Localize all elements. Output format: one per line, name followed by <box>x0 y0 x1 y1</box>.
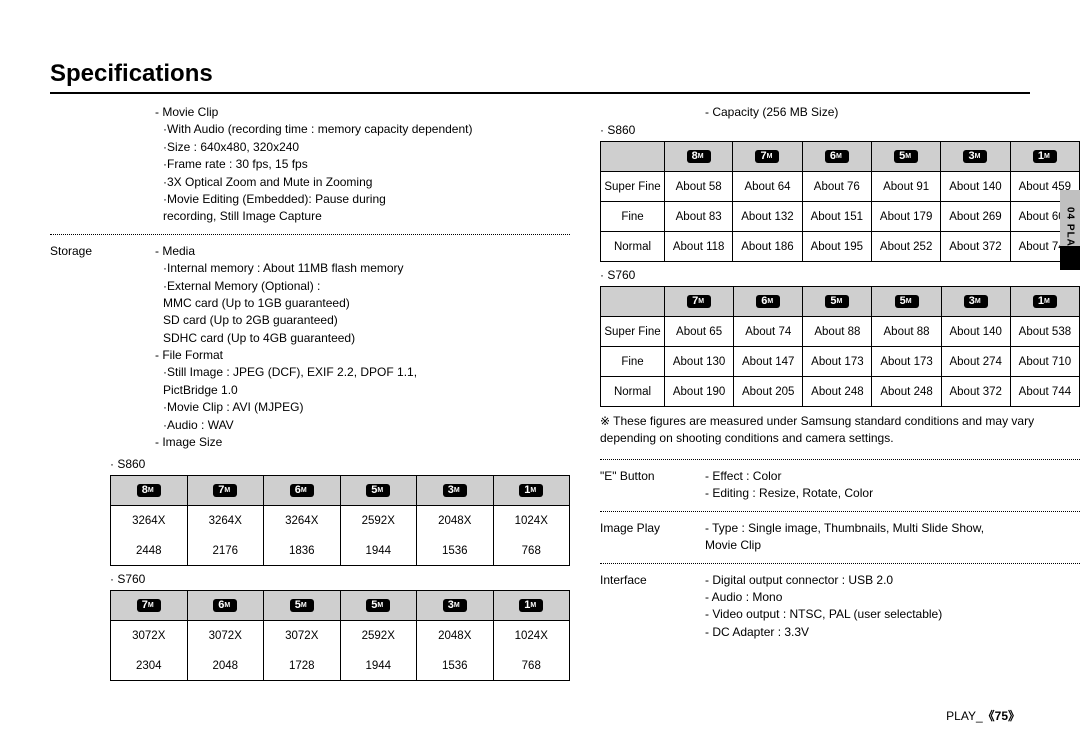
movie-line: ·Frame rate : 30 fps, 15 fps <box>155 156 570 173</box>
file-heading: - File Format <box>155 347 570 364</box>
mp-icon: 7M <box>687 295 711 308</box>
e-button-line: - Effect : Color <box>705 468 1080 485</box>
separator <box>600 459 1080 460</box>
movie-line: ·With Audio (recording time : memory cap… <box>155 121 570 138</box>
media-line: ·Internal memory : About 11MB flash memo… <box>155 260 570 277</box>
model-label: · S760 <box>600 268 1080 282</box>
capacity-table-s760: 7M 6M 5M 5M 3M 1M Super FineAbout 65Abou… <box>600 286 1080 407</box>
image-play-line: - Type : Single image, Thumbnails, Multi… <box>705 520 1080 537</box>
table-row: 2304 2048 1728 1944 1536 768 <box>111 651 570 681</box>
left-column: - Movie Clip ·With Audio (recording time… <box>50 104 570 681</box>
media-line: SDHC card (Up to 4GB guaranteed) <box>155 330 570 347</box>
right-column: - Capacity (256 MB Size) · S860 8M 7M 6M… <box>600 104 1080 681</box>
mp-icon: 1M <box>519 599 543 612</box>
mp-icon: 5M <box>825 295 849 308</box>
interface-line: - Audio : Mono <box>705 589 1080 606</box>
mp-icon: 5M <box>366 484 390 497</box>
side-tab-label: 04 PLAY <box>1065 207 1076 254</box>
image-play-label: Image Play <box>600 520 705 555</box>
mp-icon: 6M <box>756 295 780 308</box>
footer-page: 《75》 <box>983 709 1020 723</box>
table-row: 2448 2176 1836 1944 1536 768 <box>111 536 570 566</box>
separator <box>50 234 570 235</box>
table-row: FineAbout 83About 132About 151About 179A… <box>601 202 1080 232</box>
table-row: 3072X 3072X 3072X 2592X 2048X 1024X <box>111 621 570 651</box>
image-play-line: Movie Clip <box>705 537 1080 554</box>
movie-line: ·3X Optical Zoom and Mute in Zooming <box>155 174 570 191</box>
mp-icon: 5M <box>895 295 919 308</box>
movie-line: ·Movie Editing (Embedded): Pause during <box>155 191 570 208</box>
mp-icon: 6M <box>213 599 237 612</box>
model-label: · S860 <box>600 123 1080 137</box>
storage-label: Storage <box>50 243 155 452</box>
table-header-row: 7M 6M 5M 5M 3M 1M <box>601 287 1080 317</box>
table-header-row: 7M 6M 5M 5M 3M 1M <box>111 591 570 621</box>
file-line: ·Still Image : JPEG (DCF), EXIF 2.2, DPO… <box>155 364 570 381</box>
mp-icon: 8M <box>137 484 161 497</box>
interface-line: - DC Adapter : 3.3V <box>705 624 1080 641</box>
separator <box>600 563 1080 564</box>
mp-icon: 1M <box>1033 295 1057 308</box>
mp-icon: 3M <box>964 295 988 308</box>
table-row: FineAbout 130About 147About 173About 173… <box>601 347 1080 377</box>
image-size-table-s860: 8M 7M 6M 5M 3M 1M 3264X 3264X 3264X 2592… <box>110 475 570 566</box>
interface-label: Interface <box>600 572 705 642</box>
mp-icon: 7M <box>213 484 237 497</box>
table-header-row: 8M 7M 6M 5M 3M 1M <box>601 142 1080 172</box>
mp-icon: 8M <box>687 150 711 163</box>
movie-line: recording, Still Image Capture <box>155 208 570 225</box>
media-line: MMC card (Up to 1GB guaranteed) <box>155 295 570 312</box>
file-line: PictBridge 1.0 <box>155 382 570 399</box>
file-line: ·Movie Clip : AVI (MJPEG) <box>155 399 570 416</box>
mp-icon: 7M <box>137 599 161 612</box>
mp-icon: 6M <box>825 150 849 163</box>
mp-icon: 6M <box>290 484 314 497</box>
mp-icon: 1M <box>519 484 543 497</box>
media-heading: - Media <box>155 243 570 260</box>
page-title: Specifications <box>50 60 1030 94</box>
table-row: Super FineAbout 65About 74About 88About … <box>601 317 1080 347</box>
mp-icon: 5M <box>894 150 918 163</box>
media-line: SD card (Up to 2GB guaranteed) <box>155 312 570 329</box>
mp-icon: 3M <box>963 150 987 163</box>
model-label: · S760 <box>110 572 570 586</box>
capacity-table-s860: 8M 7M 6M 5M 3M 1M Super FineAbout 58Abou… <box>600 141 1080 262</box>
capacity-heading: - Capacity (256 MB Size) <box>705 104 1080 121</box>
e-button-label: "E" Button <box>600 468 705 503</box>
table-row: NormalAbout 118About 186About 195About 2… <box>601 232 1080 262</box>
mp-icon: 3M <box>443 484 467 497</box>
mp-icon: 3M <box>443 599 467 612</box>
movie-heading: - Movie Clip <box>155 104 570 121</box>
table-header-row: 8M 7M 6M 5M 3M 1M <box>111 476 570 506</box>
interface-line: - Digital output connector : USB 2.0 <box>705 572 1080 589</box>
side-tab: 04 PLAY <box>1060 190 1080 270</box>
image-size-table-s760: 7M 6M 5M 5M 3M 1M 3072X 3072X 3072X 2592… <box>110 590 570 681</box>
note: ※ These figures are measured under Samsu… <box>600 407 1080 451</box>
interface-line: - Video output : NTSC, PAL (user selecta… <box>705 606 1080 623</box>
mp-icon: 7M <box>755 150 779 163</box>
mp-icon: 5M <box>290 599 314 612</box>
e-button-line: - Editing : Resize, Rotate, Color <box>705 485 1080 502</box>
footer-label: PLAY_ <box>946 709 982 723</box>
movie-line: ·Size : 640x480, 320x240 <box>155 139 570 156</box>
table-row: 3264X 3264X 3264X 2592X 2048X 1024X <box>111 506 570 536</box>
image-size-heading: - Image Size <box>155 434 570 451</box>
table-row: Super FineAbout 58About 64About 76About … <box>601 172 1080 202</box>
model-label: · S860 <box>110 457 570 471</box>
mp-icon: 1M <box>1033 150 1057 163</box>
table-row: NormalAbout 190About 205About 248About 2… <box>601 377 1080 407</box>
media-line: ·External Memory (Optional) : <box>155 278 570 295</box>
content-columns: - Movie Clip ·With Audio (recording time… <box>50 104 1030 681</box>
mp-icon: 5M <box>366 599 390 612</box>
page-footer: PLAY_《75》 <box>946 707 1020 724</box>
separator <box>600 511 1080 512</box>
file-line: ·Audio : WAV <box>155 417 570 434</box>
